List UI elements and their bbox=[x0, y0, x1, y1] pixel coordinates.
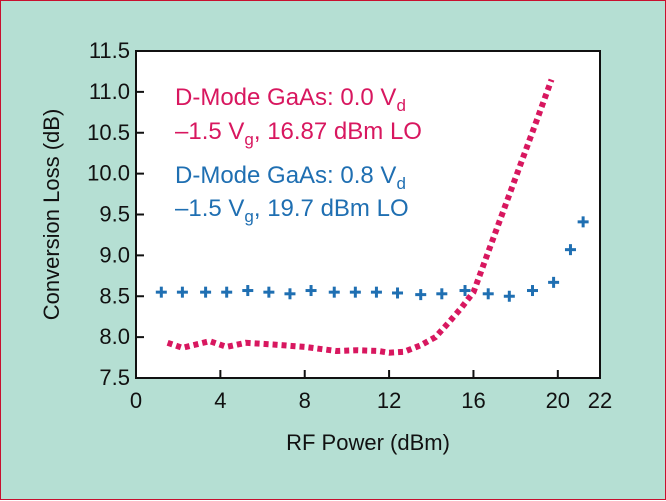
series-1-marker bbox=[200, 286, 212, 298]
series-1-marker bbox=[392, 287, 404, 299]
y-tick-label: 9.0 bbox=[99, 242, 130, 267]
series-1-marker bbox=[221, 286, 233, 298]
series-1-marker bbox=[564, 244, 576, 256]
x-tick-label: 8 bbox=[299, 388, 311, 413]
series-1-marker bbox=[242, 285, 254, 297]
legend-entry-1-line-0: D-Mode GaAs: 0.8 Vd bbox=[175, 162, 406, 193]
y-tick-label: 11.5 bbox=[89, 38, 130, 63]
series-1-marker bbox=[305, 285, 317, 297]
x-tick-label: 12 bbox=[377, 388, 401, 413]
y-tick-label: 8.5 bbox=[99, 283, 130, 308]
series-1-marker bbox=[284, 288, 296, 300]
series-1-marker bbox=[176, 286, 188, 298]
legend-entry-0-line-0: D-Mode GaAs: 0.0 Vd bbox=[175, 84, 406, 115]
series-1-marker bbox=[263, 286, 275, 298]
x-tick-label: 20 bbox=[546, 388, 570, 413]
y-tick-label: 9.5 bbox=[99, 202, 130, 227]
x-tick-label: 16 bbox=[461, 388, 485, 413]
series-1-marker bbox=[527, 285, 539, 297]
y-axis-label: Conversion Loss (dB) bbox=[39, 109, 64, 321]
axes: 7.5 8.0 8.5 9.0 9.5 10.0 10.5 11.0 11.5 0 4 8 12 16 20… bbox=[87, 38, 612, 413]
x-tick-label: 4 bbox=[214, 388, 226, 413]
series-1-marker bbox=[415, 289, 427, 301]
series-0-line bbox=[166, 78, 555, 356]
y-tick-label: 10.0 bbox=[87, 161, 130, 186]
legend-entry-0-line-1: –1.5 Vg, 16.87 dBm LO bbox=[175, 118, 422, 149]
plot-area bbox=[135, 50, 601, 379]
series-1-marker bbox=[482, 288, 494, 300]
legend-entry-1-line-1: –1.5 Vg, 19.7 dBm LO bbox=[175, 195, 409, 226]
series-1-marker bbox=[548, 276, 560, 288]
series-1-marker bbox=[459, 285, 471, 297]
x-tick-label: 0 bbox=[130, 388, 142, 413]
series-1-marker bbox=[503, 290, 515, 302]
series-1-marker bbox=[436, 288, 448, 300]
series-1-marker bbox=[370, 286, 382, 298]
y-tick-label: 11.0 bbox=[89, 79, 130, 104]
series-layer bbox=[155, 78, 589, 356]
series-1-marker bbox=[328, 286, 340, 298]
series-1-marker bbox=[155, 286, 167, 298]
x-tick-label: 22 bbox=[588, 388, 612, 413]
legend: D-Mode GaAs: 0.0 Vd–1.5 Vg, 16.87 dBm LO… bbox=[175, 84, 422, 226]
y-tick-label: 10.5 bbox=[87, 120, 130, 145]
series-1-marker bbox=[349, 286, 361, 298]
y-tick-label: 8.0 bbox=[99, 324, 130, 349]
y-tick-label: 7.5 bbox=[99, 365, 130, 390]
x-axis-label: RF Power (dBm) bbox=[286, 430, 450, 455]
series-1-marker bbox=[577, 216, 589, 228]
